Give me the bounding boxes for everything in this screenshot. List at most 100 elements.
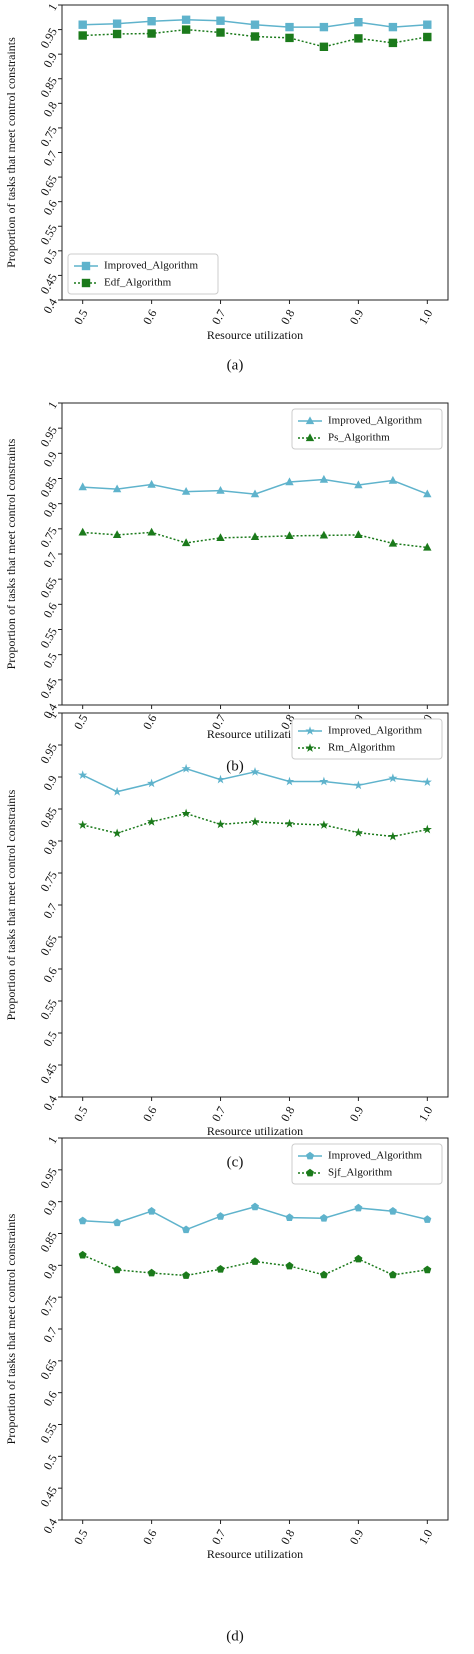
x-tick-label: 0.8 <box>278 1527 298 1547</box>
y-tick-label: 0.6 <box>40 600 60 620</box>
y-tick-label: 0.6 <box>40 1389 60 1409</box>
x-tick-label: 0.7 <box>209 307 229 327</box>
y-tick-label: 0.95 <box>37 741 60 766</box>
data-point <box>423 32 432 42</box>
data-point <box>112 530 122 538</box>
y-axis-label: Proportion of tasks that meet control co… <box>4 37 18 268</box>
x-axis-label: Resource utilization <box>207 727 303 741</box>
data-point <box>78 1250 87 1259</box>
y-tick-label: 0.45 <box>37 1484 60 1509</box>
data-point <box>388 831 398 841</box>
subplot: 0.40.450.50.550.60.650.70.750.80.850.90.… <box>4 1 449 373</box>
x-tick-label: 0.7 <box>209 1104 229 1124</box>
legend-marker <box>81 261 91 271</box>
x-tick-label: 0.5 <box>71 712 91 732</box>
data-point <box>353 827 363 837</box>
data-point <box>113 1218 122 1227</box>
y-tick-label: 0.75 <box>37 1293 60 1318</box>
y-tick-label: 0.45 <box>37 676 60 701</box>
data-point <box>422 777 432 786</box>
y-tick-label: 0.4 <box>40 701 60 721</box>
x-axis-label: Resource utilization <box>207 1124 303 1138</box>
y-tick-label: 0.9 <box>40 1198 60 1218</box>
y-tick-label: 0.55 <box>37 997 60 1022</box>
legend-box <box>67 253 219 295</box>
data-point <box>285 33 294 43</box>
data-point <box>354 530 363 538</box>
data-point <box>78 1216 87 1225</box>
series-line <box>82 1206 428 1231</box>
legend-marker <box>81 278 91 288</box>
data-point <box>250 20 260 29</box>
y-tick-label: 0.5 <box>40 651 60 671</box>
data-point <box>284 776 295 786</box>
y-tick-label: 0.7 <box>40 1325 60 1345</box>
data-point <box>78 31 87 40</box>
y-tick-label: 0.95 <box>37 1166 60 1191</box>
y-tick-label: 0.9 <box>40 449 60 469</box>
series-line <box>82 531 428 549</box>
x-tick-label: 0.9 <box>347 307 367 327</box>
data-point <box>285 477 294 486</box>
data-point <box>182 1225 191 1234</box>
x-tick-label: 0.9 <box>347 1527 367 1547</box>
y-tick-label: 0.5 <box>40 1452 60 1472</box>
data-point <box>216 486 225 494</box>
y-tick-label: 0.8 <box>40 837 60 857</box>
y-tick-label: 0.85 <box>37 1229 60 1254</box>
y-tick-label: 0.95 <box>37 25 60 50</box>
y-tick-label: 0.85 <box>37 474 60 499</box>
data-point <box>422 824 432 834</box>
data-point <box>388 538 398 547</box>
data-point <box>319 474 329 483</box>
subplot: 0.40.450.50.550.60.650.70.750.80.850.90.… <box>4 709 449 1170</box>
y-tick-label: 1 <box>45 399 60 411</box>
data-point <box>319 1270 328 1279</box>
y-tick-label: 0.7 <box>40 901 60 921</box>
data-point <box>112 29 122 39</box>
y-tick-label: 0.65 <box>37 173 60 198</box>
legend-box <box>291 408 443 450</box>
data-point <box>423 489 432 498</box>
caption: (a) <box>227 357 244 373</box>
data-point <box>250 817 260 826</box>
data-point <box>353 780 363 790</box>
data-point <box>216 1265 225 1273</box>
data-point <box>250 32 260 41</box>
data-point <box>388 1270 397 1279</box>
data-point <box>285 1261 294 1270</box>
y-tick-label: 1 <box>45 1 60 13</box>
legend-box <box>291 1143 443 1185</box>
data-point <box>423 1265 432 1274</box>
caption: (b) <box>226 758 244 774</box>
data-point <box>319 42 329 51</box>
subplot: 0.40.450.50.550.60.650.70.750.80.850.90.… <box>4 1134 449 1644</box>
data-point <box>215 774 226 784</box>
data-point <box>354 18 363 27</box>
data-point <box>251 1202 259 1211</box>
data-point <box>388 22 398 32</box>
data-point <box>319 530 329 539</box>
legend-label: Improved_Algorithm <box>328 1150 423 1162</box>
y-tick-label: 0.4 <box>40 296 60 316</box>
y-tick-label: 1 <box>45 1134 60 1146</box>
x-axis-label: Resource utilization <box>207 328 303 342</box>
data-point <box>112 19 122 28</box>
data-point <box>423 20 432 29</box>
y-tick-label: 0.5 <box>40 1029 60 1049</box>
data-point <box>285 1213 294 1221</box>
data-point <box>147 527 156 536</box>
x-tick-label: 0.9 <box>347 1104 367 1124</box>
y-tick-label: 0.7 <box>40 148 60 168</box>
data-point <box>216 1212 225 1220</box>
legend-label: Rm_Algorithm <box>328 742 396 754</box>
y-tick-label: 0.75 <box>37 869 60 894</box>
data-point <box>147 479 156 488</box>
y-tick-label: 0.85 <box>37 805 60 830</box>
data-point <box>250 532 260 540</box>
y-tick-label: 0.7 <box>40 550 60 570</box>
data-point <box>112 828 122 838</box>
x-tick-label: 0.6 <box>140 1104 160 1124</box>
data-point <box>181 487 191 495</box>
data-point <box>216 16 225 25</box>
